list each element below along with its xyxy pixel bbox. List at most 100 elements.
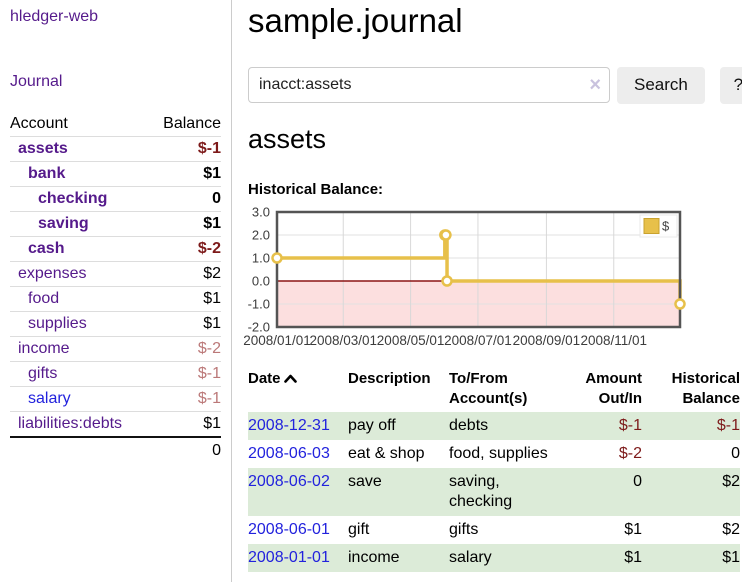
account-column-header: Account — [10, 115, 68, 132]
transaction-amount: $-1 — [618, 416, 642, 434]
account-balance: $-1 — [197, 390, 221, 407]
transaction-date-link[interactable]: 2008-06-01 — [248, 520, 330, 538]
transaction-amount: 0 — [633, 472, 642, 490]
search-form: × Search ? — [248, 66, 742, 104]
account-balance: $-1 — [197, 365, 221, 382]
svg-text:2008/05/01: 2008/05/01 — [377, 333, 445, 348]
svg-text:2008/07/01: 2008/07/01 — [444, 333, 512, 348]
transaction-row: 2008-06-01 gift gifts $1 $2 — [248, 516, 740, 544]
column-header-amount: Amount Out/In — [585, 369, 642, 407]
account-row: assets $-1 — [10, 136, 221, 162]
accounts-total-row: 0 — [10, 437, 221, 464]
transaction-accounts: food, supplies — [449, 444, 548, 462]
transaction-date-link[interactable]: 2008-06-02 — [248, 472, 330, 490]
account-balance: $-2 — [197, 240, 221, 257]
svg-text:-1.0: -1.0 — [248, 296, 270, 311]
account-balance: $1 — [203, 415, 221, 432]
column-header-date[interactable]: Date — [248, 366, 348, 412]
account-row: salary $-1 — [10, 386, 221, 412]
historical-balance-chart: $3.0 2.0 1.0 0.0 -1.0 -2.02008/01/012008/03/0… — [243, 206, 686, 348]
column-header-description: Description — [348, 369, 431, 387]
account-balance: $1 — [203, 215, 221, 232]
transaction-balance: 0 — [731, 444, 740, 462]
transaction-amount: $1 — [624, 520, 642, 538]
accounts-table: Account Balance assets $-1 bank — [10, 112, 221, 464]
transaction-balance: $2 — [722, 472, 740, 490]
transaction-balance: $1 — [722, 548, 740, 566]
svg-text:0.0: 0.0 — [252, 273, 270, 288]
main-content: sample.journal × Search ? assets Histori… — [232, 0, 742, 582]
account-row: saving $1 — [10, 211, 221, 237]
account-balance: $-2 — [197, 340, 221, 357]
transaction-accounts: saving, checking — [449, 472, 513, 510]
account-link[interactable]: expenses — [18, 265, 87, 282]
account-row: gifts $-1 — [10, 361, 221, 387]
svg-text:-2.0: -2.0 — [248, 319, 270, 334]
transaction-balance: $2 — [722, 520, 740, 538]
account-row: cash $-2 — [10, 236, 221, 262]
transaction-description: pay off — [348, 416, 396, 434]
svg-text:2008/09/01: 2008/09/01 — [513, 333, 581, 348]
transaction-description: gift — [348, 520, 370, 538]
account-link[interactable]: salary — [28, 390, 71, 407]
svg-text:1.0: 1.0 — [252, 250, 270, 265]
accounts-total: 0 — [212, 442, 221, 459]
account-balance: $2 — [203, 265, 221, 282]
account-link[interactable]: bank — [28, 165, 66, 182]
brand: hledger-web — [10, 8, 221, 26]
transaction-row: 2008-06-02 save saving, checking 0 $2 — [248, 467, 740, 516]
transaction-date-link[interactable]: 2008-12-31 — [248, 416, 330, 434]
account-balance: $1 — [203, 290, 221, 307]
account-link[interactable]: income — [18, 340, 70, 357]
transaction-balance: $-1 — [716, 416, 740, 434]
account-link[interactable]: checking — [38, 190, 108, 207]
sort-asc-icon — [283, 369, 297, 389]
account-row: bank $1 — [10, 161, 221, 187]
account-link[interactable]: supplies — [28, 315, 87, 332]
account-row: income $-2 — [10, 336, 221, 362]
brand-link[interactable]: hledger-web — [10, 8, 99, 25]
account-link[interactable]: liabilities:debts — [18, 415, 123, 432]
transaction-date-link[interactable]: 2008-06-03 — [248, 444, 330, 462]
transaction-description: eat & shop — [348, 444, 425, 462]
account-link[interactable]: saving — [38, 215, 89, 232]
account-link[interactable]: food — [28, 290, 60, 307]
transaction-description: income — [348, 548, 400, 566]
search-button[interactable]: Search — [617, 66, 705, 104]
transaction-row: 2008-01-01 income salary $1 $1 — [248, 543, 740, 572]
transaction-date-link[interactable]: 2008-01-01 — [248, 548, 330, 566]
svg-text:$: $ — [662, 218, 670, 233]
account-balance: $-1 — [197, 140, 221, 157]
account-link[interactable]: assets — [18, 140, 68, 157]
svg-text:2008/11/01: 2008/11/01 — [580, 333, 647, 348]
clear-search-icon[interactable]: × — [589, 74, 601, 97]
account-row: supplies $1 — [10, 311, 221, 337]
transaction-row: 2008-06-03 eat & shop food, supplies $-2… — [248, 440, 740, 468]
account-balance: 0 — [212, 190, 221, 207]
transaction-accounts: debts — [449, 416, 489, 434]
account-link[interactable]: gifts — [28, 365, 58, 382]
balance-column-header: Balance — [163, 115, 221, 132]
account-balance: $1 — [203, 165, 221, 182]
chart-label: Historical Balance: — [248, 180, 384, 198]
svg-text:3.0: 3.0 — [252, 206, 270, 220]
transaction-description: save — [348, 472, 382, 490]
svg-text:2.0: 2.0 — [252, 227, 270, 242]
search-input[interactable] — [248, 67, 610, 104]
account-row: checking 0 — [10, 186, 221, 212]
register-table: Date Description To/From Account(s) Amou… — [248, 366, 740, 572]
account-link[interactable]: cash — [28, 240, 65, 257]
nav-journal: Journal — [10, 73, 221, 91]
column-header-accounts: To/From Account(s) — [449, 369, 528, 407]
accounts-header-row: Account Balance — [10, 112, 221, 137]
account-row: liabilities:debts $1 — [10, 411, 221, 438]
transaction-amount: $-2 — [618, 444, 642, 462]
transaction-accounts: gifts — [449, 520, 479, 538]
account-row: food $1 — [10, 286, 221, 312]
page-title: sample.journal — [248, 2, 463, 39]
help-button[interactable]: ? — [719, 66, 742, 104]
journal-link[interactable]: Journal — [10, 73, 63, 90]
search-box: × — [248, 67, 610, 104]
account-row: expenses $2 — [10, 261, 221, 287]
